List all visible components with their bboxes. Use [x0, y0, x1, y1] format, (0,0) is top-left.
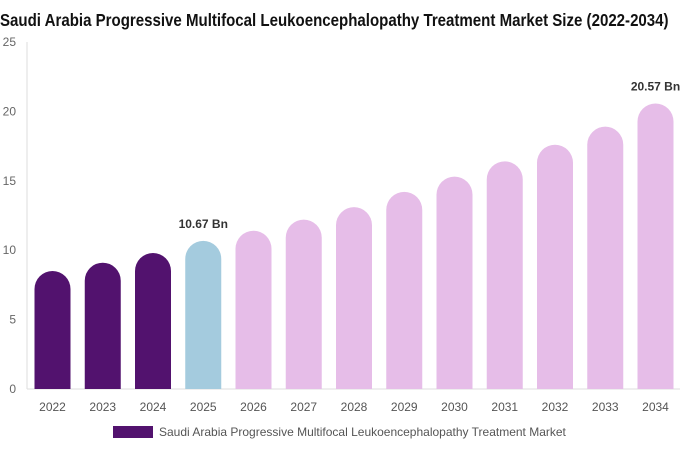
x-tick-label: 2030 — [441, 400, 468, 414]
x-tick-label: 2025 — [190, 400, 217, 414]
bar-2032 — [537, 144, 573, 389]
y-tick-label: 0 — [9, 382, 16, 396]
x-tick-label: 2026 — [240, 400, 267, 414]
chart-title: Saudi Arabia Progressive Multifocal Leuk… — [0, 10, 669, 30]
bar-2033 — [587, 126, 624, 389]
bar-2031 — [486, 161, 523, 389]
x-tick-label: 2033 — [592, 400, 619, 414]
bar-2022 — [34, 271, 71, 389]
y-tick-label: 15 — [3, 174, 17, 188]
y-tick-label: 20 — [3, 104, 17, 118]
bar-2030 — [436, 176, 473, 389]
data-label: 10.67 Bn — [179, 217, 228, 231]
x-tick-label: 2029 — [391, 400, 418, 414]
legend-label: Saudi Arabia Progressive Multifocal Leuk… — [159, 425, 566, 439]
bar-2026 — [235, 230, 272, 389]
y-tick-label: 10 — [3, 243, 17, 257]
bar-2023 — [84, 262, 121, 389]
legend-swatch — [113, 426, 153, 438]
bar-2024 — [135, 252, 171, 389]
x-tick-label: 2023 — [89, 400, 116, 414]
x-tick-label: 2022 — [39, 400, 66, 414]
x-tick-label: 2032 — [542, 400, 569, 414]
x-tick-label: 2028 — [341, 400, 368, 414]
x-tick-label: 2031 — [491, 400, 518, 414]
data-label: 20.57 Bn — [631, 79, 680, 93]
bar-2029 — [386, 191, 423, 389]
legend: Saudi Arabia Progressive Multifocal Leuk… — [113, 425, 566, 439]
y-tick-label: 25 — [3, 35, 17, 49]
bar-2025 — [185, 240, 222, 389]
x-tick-label: 2024 — [140, 400, 167, 414]
bar-2034 — [637, 103, 674, 389]
x-tick-label: 2034 — [642, 400, 669, 414]
bar-2028 — [336, 207, 372, 389]
x-tick-label: 2027 — [290, 400, 317, 414]
y-tick-label: 5 — [9, 313, 16, 327]
bar-2027 — [285, 219, 322, 389]
